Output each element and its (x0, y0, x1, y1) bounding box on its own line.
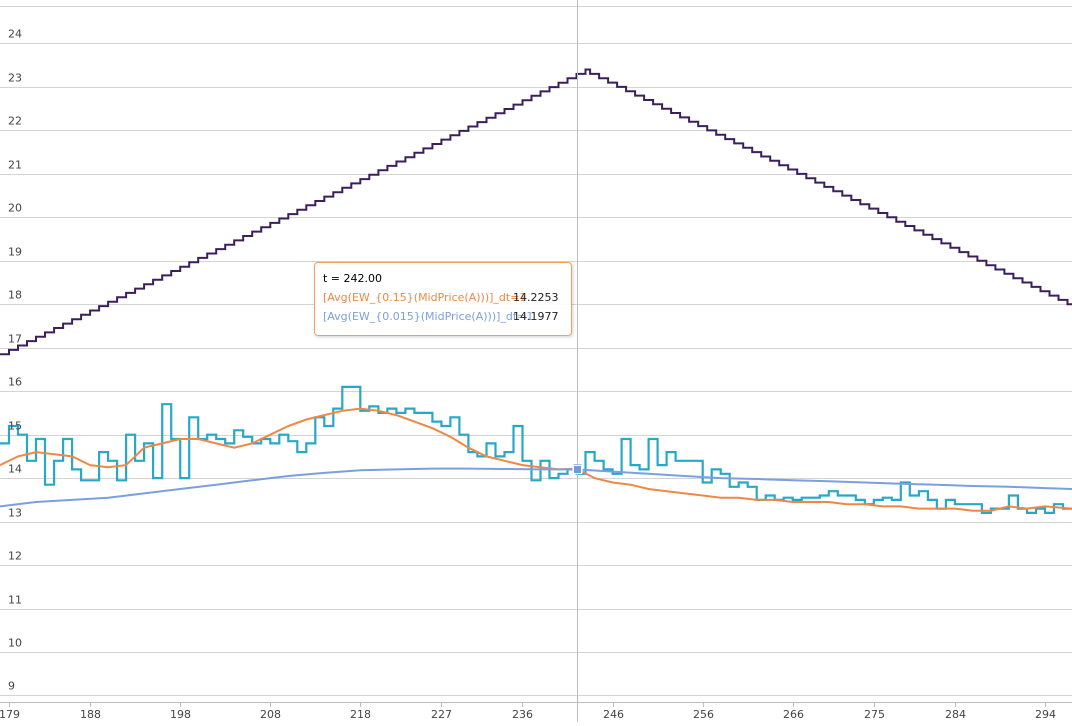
y-tick-label: 21 (8, 159, 22, 172)
y-tick-label: 9 (8, 680, 15, 693)
x-tick-label: 227 (431, 708, 452, 721)
y-tick-label: 10 (8, 637, 22, 650)
x-tick-label: 179 (0, 708, 20, 721)
tooltip-row-ew015: [Avg(EW_{0.15}(MidPrice(A)))]_dt=114.225… (323, 288, 563, 307)
y-tick-label: 16 (8, 376, 22, 389)
y-tick-label: 23 (8, 72, 22, 85)
y-tick-label: 22 (8, 115, 22, 128)
tooltip-series-value: 14.1977 (513, 310, 559, 323)
y-tick-label: 15 (8, 420, 22, 433)
hover-marker-ew0015 (573, 465, 582, 475)
y-tick-label: 14 (8, 463, 22, 476)
y-tick-label: 20 (8, 202, 22, 215)
tooltip-series-name: [Avg(EW_{0.015}(MidPrice(A)))]_dt=1 (323, 310, 534, 323)
x-tick-label: 208 (260, 708, 281, 721)
x-tick-label: 256 (693, 708, 714, 721)
x-tick-label: 198 (170, 708, 191, 721)
x-axis-ticks: 179 188 198 208 218 227 236 246 256 266 275 284 294 (0, 702, 1056, 721)
tooltip-series-value: 14.2253 (513, 291, 559, 304)
y-tick-label: 24 (8, 28, 22, 41)
series-layer (0, 68, 1072, 514)
y-tick-label: 17 (8, 333, 22, 346)
y-axis-ticks: 9 10 11 12 13 14 15 16 17 18 19 20 21 22 23 24 (8, 28, 22, 693)
tooltip-series-name: [Avg(EW_{0.15}(MidPrice(A)))]_dt=1 (323, 291, 527, 304)
x-tick-label: 275 (864, 708, 885, 721)
tooltip: t = 242.00 [Avg(EW_{0.15}(MidPrice(A)))]… (314, 262, 572, 336)
x-tick-label: 284 (945, 708, 966, 721)
tooltip-row-ew0015: [Avg(EW_{0.015}(MidPrice(A)))]_dt=114.19… (323, 307, 563, 326)
ew015-series (0, 407, 1072, 512)
ew0015-series (0, 467, 1072, 508)
x-tick-label: 246 (603, 708, 624, 721)
x-tick-label: 294 (1035, 708, 1056, 721)
x-tick-label: 218 (350, 708, 371, 721)
midprice-step-series (0, 385, 1072, 514)
tooltip-title: t = 242.00 (323, 272, 383, 285)
grid (0, 6, 1072, 703)
y-tick-label: 12 (8, 550, 22, 563)
y-tick-label: 13 (8, 507, 22, 520)
hover-marker (572, 463, 583, 475)
x-tick-label: 188 (80, 708, 101, 721)
y-tick-label: 18 (8, 289, 22, 302)
triangle-step-series (0, 68, 1072, 356)
y-tick-label: 11 (8, 594, 22, 607)
x-tick-label: 266 (783, 708, 804, 721)
y-tick-label: 19 (8, 246, 22, 259)
x-tick-label: 236 (512, 708, 533, 721)
